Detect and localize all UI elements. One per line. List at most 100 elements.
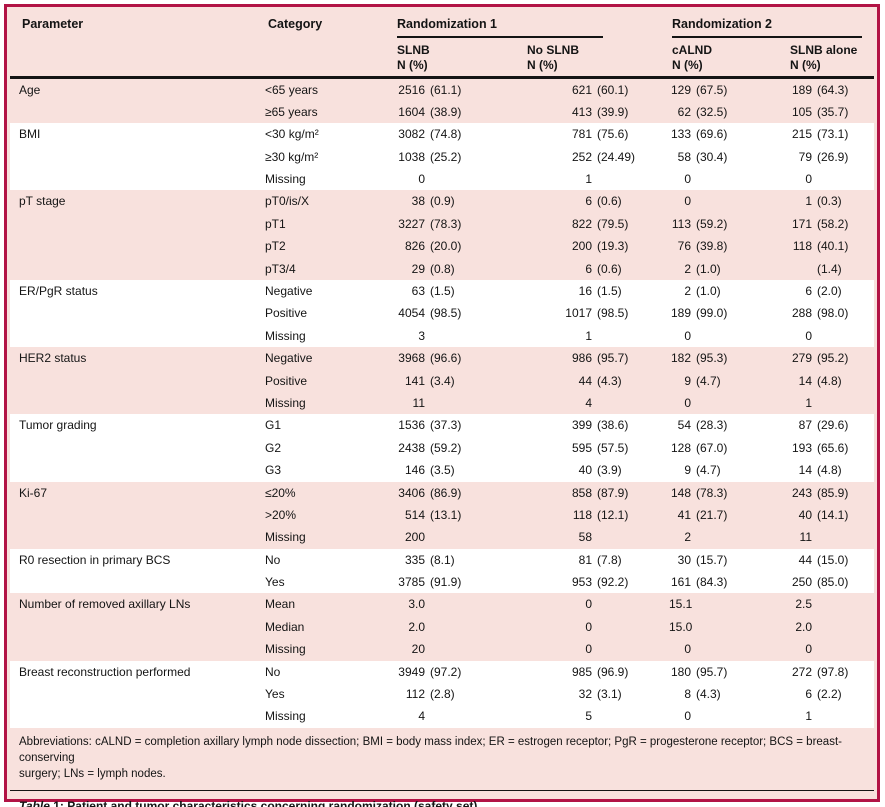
- percent-value: [592, 638, 597, 660]
- parameter-cell: ER/PgR status: [19, 284, 98, 299]
- count-value: 399: [571, 418, 592, 433]
- value-cell: 133 (69.6): [669, 123, 787, 145]
- value-cell: 4054 (98.5): [394, 302, 524, 324]
- parameter-cell: [10, 213, 265, 235]
- parameter-group: Tumor grading G1 1536 (37.3) 399 (38.6) 54 (28.…: [10, 414, 874, 482]
- percent-value: [592, 168, 597, 190]
- value-cell: 15.0: [669, 616, 787, 638]
- count-value: 0: [684, 194, 691, 209]
- value-cell: 161 (84.3): [669, 571, 787, 593]
- table-row: Missing 200 58 2 11: [10, 526, 874, 548]
- percent-value: (79.5): [597, 216, 629, 231]
- column-header-no-slnb-label: No SLNB: [527, 43, 579, 57]
- percent-value: (92.2): [597, 575, 629, 590]
- category-cell: G1: [265, 418, 282, 433]
- count-value: 0: [684, 395, 691, 410]
- percent-value: (40.1): [817, 239, 849, 254]
- count-value: 189: [791, 82, 812, 97]
- value-cell: 14 (4.8): [787, 370, 859, 392]
- count-value: 953: [571, 575, 592, 590]
- count-value: 200: [404, 530, 425, 545]
- table-row: Missing 20 0 0 0: [10, 638, 874, 660]
- percent-value: [691, 325, 696, 347]
- category-cell: <30 kg/m²: [265, 127, 319, 142]
- percent-value: [691, 392, 696, 414]
- parameter-cell: [10, 683, 265, 705]
- percent-value: (98.0): [817, 306, 849, 321]
- percent-value: (0.3): [817, 194, 842, 209]
- parameter-cell: Age: [19, 82, 41, 97]
- count-value: 189: [670, 306, 691, 321]
- percent-value: [691, 526, 696, 548]
- count-value: 44: [578, 373, 592, 388]
- column-header-slnb: SLNB N (%): [397, 43, 527, 72]
- count-value: 3227: [398, 216, 425, 231]
- value-cell: 200 (19.3): [524, 235, 669, 257]
- table-row: Ki-67 ≤20% 3406 (86.9) 858 (87.9) 148 (78.3) 243…: [10, 482, 874, 504]
- value-cell: 129 (67.5): [669, 79, 787, 101]
- percent-value: (14.1): [817, 507, 849, 522]
- percent-value: [691, 705, 696, 727]
- column-header-parameter: Parameter: [22, 17, 84, 31]
- count-value: 0: [805, 642, 812, 657]
- parameter-cell: HER2 status: [19, 351, 87, 366]
- value-cell: 40 (3.9): [524, 459, 669, 481]
- category-cell: Missing: [265, 709, 306, 724]
- percent-value: [592, 616, 597, 638]
- count-value: 9: [684, 373, 691, 388]
- value-cell: 32 (3.1): [524, 683, 669, 705]
- value-cell: 189 (64.3): [787, 79, 859, 101]
- value-cell: 79 (26.9): [787, 146, 859, 168]
- count-value: 2.0: [795, 619, 812, 634]
- count-value: 250: [791, 575, 812, 590]
- table-row: Number of removed axillary LNs Mean 3.0 0 15…: [10, 593, 874, 615]
- value-cell: 105 (35.7): [787, 101, 859, 123]
- percent-value: (58.2): [817, 216, 849, 231]
- value-cell: 180 (95.7): [669, 661, 787, 683]
- percent-value: (98.5): [597, 306, 629, 321]
- parameter-group: Number of removed axillary LNs Mean 3.0 0 15…: [10, 593, 874, 660]
- table-row: >20% 514 (13.1) 118 (12.1) 41 (21.7) 40 (14.1): [10, 504, 874, 526]
- count-value: 1: [805, 709, 812, 724]
- count-value: 781: [571, 127, 592, 142]
- category-cell: Median: [265, 619, 305, 634]
- parameter-cell: [10, 638, 265, 660]
- percent-value: (1.5): [597, 284, 622, 299]
- percent-value: (28.3): [696, 418, 728, 433]
- percent-value: (3.5): [430, 463, 455, 478]
- abbreviations-footnote: Abbreviations: cALND = completion axilla…: [10, 734, 874, 782]
- value-cell: 621 (60.1): [524, 79, 669, 101]
- parameter-group: Breast reconstruction performed No 3949 (97…: [10, 660, 874, 728]
- count-value: 5: [585, 709, 592, 724]
- percent-value: (78.3): [430, 216, 462, 231]
- parameter-cell: Number of removed axillary LNs: [19, 597, 191, 612]
- percent-value: (97.8): [817, 664, 849, 679]
- value-cell: 118 (40.1): [787, 235, 859, 257]
- percent-value: [592, 593, 597, 615]
- value-cell: 41 (21.7): [669, 504, 787, 526]
- table-row: R0 resection in primary BCS No 335 (8.1) 81 (…: [10, 549, 874, 571]
- value-cell: 0: [524, 616, 669, 638]
- count-value: 2438: [398, 440, 425, 455]
- value-cell: 20: [394, 638, 524, 660]
- count-value: 79: [798, 149, 812, 164]
- value-cell: 595 (57.5): [524, 437, 669, 459]
- count-value: 29: [411, 261, 425, 276]
- value-cell: 6 (0.6): [524, 190, 669, 212]
- count-value: 335: [404, 552, 425, 567]
- value-cell: 29 (0.8): [394, 258, 524, 280]
- table-frame: Parameter Category Randomization 1 Rando…: [4, 4, 880, 807]
- value-cell: 5: [524, 705, 669, 727]
- value-cell: 2 (1.0): [669, 280, 787, 302]
- percent-value: (69.6): [696, 127, 728, 142]
- percent-value: (1.4): [817, 261, 842, 276]
- value-cell: 3: [394, 325, 524, 347]
- caption-rule: [10, 789, 874, 792]
- table-row: Missing 4 5 0 1: [10, 705, 874, 727]
- percent-value: (67.5): [696, 82, 728, 97]
- value-cell: 11: [787, 526, 859, 548]
- percent-value: (24.49): [597, 149, 636, 164]
- value-cell: 9 (4.7): [669, 370, 787, 392]
- value-cell: 3406 (86.9): [394, 482, 524, 504]
- table-row: Tumor grading G1 1536 (37.3) 399 (38.6) 54 (28.…: [10, 414, 874, 436]
